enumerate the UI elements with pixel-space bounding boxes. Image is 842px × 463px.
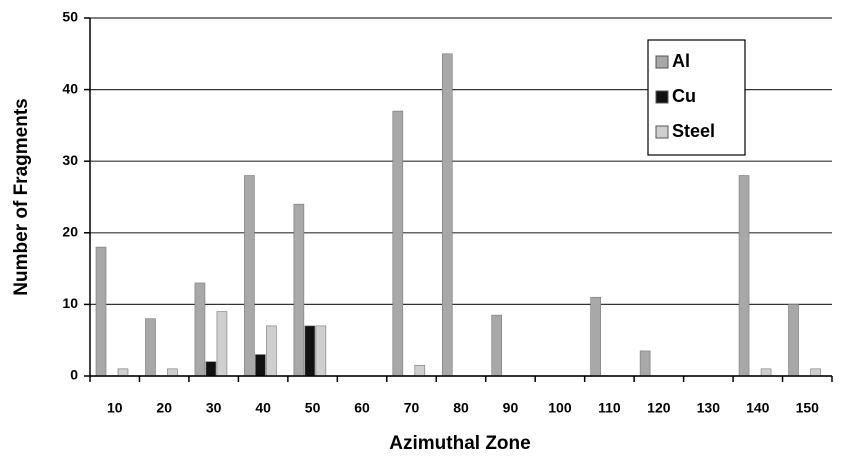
x-tick-label: 60	[354, 400, 370, 416]
x-tick-label: 150	[796, 400, 820, 416]
y-tick-label: 10	[62, 295, 78, 311]
legend-swatch	[655, 90, 669, 104]
x-tick-label: 70	[404, 400, 420, 416]
bar	[255, 354, 266, 377]
bar	[205, 361, 217, 377]
y-tick-label: 30	[62, 152, 78, 168]
bar	[167, 368, 178, 377]
x-tick-label: 130	[697, 400, 721, 416]
bar	[216, 311, 228, 377]
bar	[315, 325, 327, 377]
x-tick-label: 30	[206, 400, 222, 416]
x-tick-label: 20	[156, 400, 172, 416]
bar	[414, 364, 426, 377]
x-tick-label: 110	[598, 400, 621, 416]
bar	[194, 282, 206, 377]
y-tick-label: 40	[62, 80, 78, 96]
legend-swatch	[655, 125, 669, 139]
bar	[738, 175, 750, 377]
y-tick-label: 0	[70, 367, 78, 383]
legend-swatch	[655, 55, 669, 69]
bar	[266, 325, 277, 377]
bar	[145, 318, 156, 377]
x-tick-label: 90	[503, 400, 519, 416]
x-axis-title: Azimuthal Zone	[389, 433, 530, 454]
x-tick-label: 100	[548, 400, 572, 416]
y-tick-label: 50	[62, 9, 78, 25]
y-axis-title: Number of Fragments	[11, 98, 32, 295]
x-tick-label: 40	[255, 400, 271, 416]
bar	[441, 53, 453, 377]
y-tick-label: 20	[62, 224, 78, 240]
bar	[244, 175, 255, 377]
bar	[95, 246, 107, 377]
legend-label: Cu	[672, 86, 696, 106]
bar	[392, 110, 404, 377]
x-tick-label: 80	[453, 400, 469, 416]
bar	[304, 325, 316, 377]
legend-label: Al	[672, 51, 690, 71]
x-tick-label: 140	[746, 400, 770, 416]
bar	[810, 368, 821, 377]
legend-label: Steel	[672, 121, 715, 141]
bar	[639, 350, 651, 377]
x-tick-label: 120	[647, 400, 671, 416]
bar	[788, 304, 799, 377]
bar	[491, 314, 503, 377]
bar	[590, 296, 601, 377]
bar	[293, 203, 305, 377]
x-tick-label: 10	[107, 400, 123, 416]
bar	[760, 368, 772, 377]
bar	[117, 368, 129, 377]
x-tick-label: 50	[305, 400, 321, 416]
